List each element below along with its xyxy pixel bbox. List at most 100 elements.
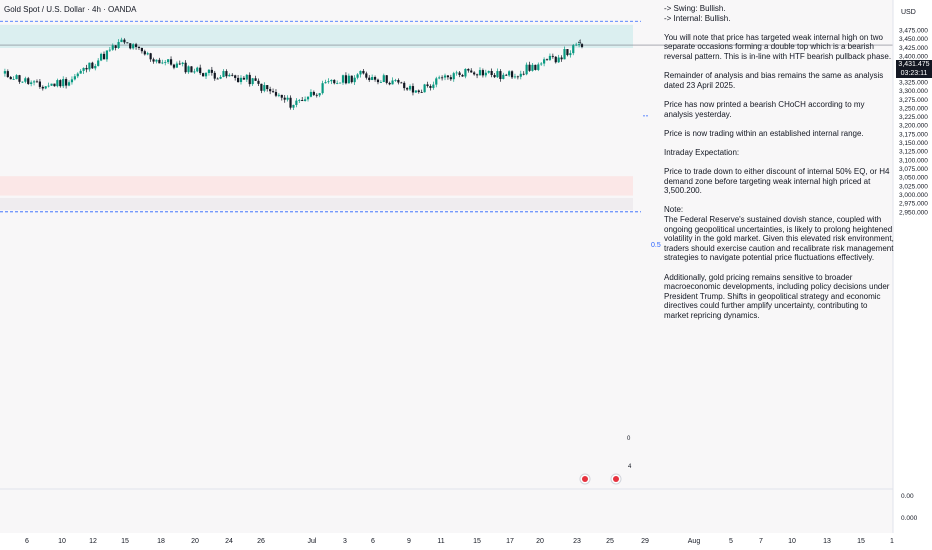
time-tick-label: 1 — [890, 538, 894, 545]
candle-body — [321, 83, 324, 94]
candle-body — [15, 75, 18, 80]
candle-body — [557, 57, 560, 63]
candle-body — [350, 75, 353, 83]
candle-body — [143, 51, 146, 55]
note-double-top: You will note that price has targeted we… — [664, 32, 892, 61]
candle-body — [368, 77, 371, 81]
price-tick-label: 3,300.000 — [899, 88, 928, 95]
time-tick-label: 26 — [257, 538, 265, 545]
candle-body — [478, 70, 482, 76]
time-tick-label: 25 — [606, 538, 614, 545]
price-tick-label: 3,325.000 — [899, 79, 928, 86]
candle-body — [82, 67, 85, 71]
candle-body — [161, 62, 164, 64]
candle-body — [543, 59, 546, 64]
candle-body — [513, 76, 517, 78]
candle-body — [423, 84, 426, 93]
candle-body — [277, 94, 280, 96]
candle-body — [481, 70, 485, 76]
analysis-notes: -> Swing: Bullish. -> Internal: Bullish.… — [664, 4, 894, 321]
candle-body — [577, 44, 581, 45]
candle-body — [73, 76, 76, 80]
candle-body — [502, 74, 505, 79]
candle-body — [248, 74, 251, 85]
candle-body — [18, 75, 21, 82]
price-tick-label: 3,250.000 — [899, 105, 928, 112]
levels — [0, 20, 893, 213]
candle-body — [341, 75, 345, 83]
candle-body — [152, 59, 155, 62]
time-tick-label: 18 — [157, 538, 165, 545]
candle-body — [493, 75, 496, 78]
candle-body — [146, 53, 149, 55]
candle-body — [516, 76, 519, 78]
candle-body — [207, 69, 211, 73]
candle-body — [347, 75, 350, 84]
demand-zone — [0, 176, 633, 196]
time-tick-label: 15 — [857, 538, 865, 545]
candle-body — [271, 91, 275, 93]
candle-body — [522, 73, 525, 75]
top-label-4: 4 — [578, 40, 582, 46]
candle-body — [306, 96, 310, 100]
candle-body — [441, 77, 444, 79]
candle-body — [330, 79, 333, 82]
candle-body — [234, 75, 237, 78]
candle-body — [231, 74, 234, 76]
candle-body — [505, 74, 508, 76]
candle-body — [105, 50, 109, 60]
candle-body — [38, 81, 41, 87]
price-tick-label: 3,200.000 — [899, 123, 928, 130]
time-tick-label: 3 — [343, 538, 347, 545]
candle-body — [400, 82, 403, 84]
price-tick-label: 3,100.000 — [899, 157, 928, 164]
time-tick-label: 17 — [506, 538, 514, 545]
candle-body — [239, 77, 243, 83]
time-tick-label: 15 — [121, 538, 129, 545]
candle-body — [263, 85, 266, 91]
candle-body — [111, 45, 114, 50]
candle-body — [178, 63, 181, 65]
candle-body — [487, 70, 490, 73]
candle-body — [94, 65, 97, 69]
candle-body — [155, 59, 158, 62]
countdown-label: 03:23:11 — [896, 69, 932, 78]
candle-body — [385, 75, 388, 83]
candle-body — [88, 62, 91, 70]
candle-body — [461, 75, 464, 77]
candle-body — [458, 72, 461, 76]
price-tick-label: 3,150.000 — [899, 140, 928, 147]
candle-body — [324, 82, 327, 84]
candle-body — [123, 39, 126, 43]
candle-body — [187, 66, 190, 73]
candle-body — [449, 77, 452, 80]
price-tick-label: 3,225.000 — [899, 114, 928, 121]
candle-body — [126, 42, 129, 44]
candle-body — [283, 97, 286, 100]
candle-body — [391, 80, 394, 85]
time-tick-label: 7 — [759, 538, 763, 545]
candle-body — [3, 71, 7, 74]
candle-body — [79, 70, 82, 74]
candle-body — [6, 71, 9, 77]
note-macro: Additionally, gold pricing remains sensi… — [664, 272, 890, 320]
candle-body — [473, 72, 476, 75]
candle-body — [295, 100, 298, 105]
candle-body — [169, 59, 173, 65]
candle-body — [213, 72, 216, 79]
candle-body — [464, 68, 467, 77]
candle-body — [164, 62, 167, 63]
price-tick-label: 3,050.000 — [899, 175, 928, 182]
event-flags[interactable] — [579, 473, 622, 485]
candle-body — [35, 81, 39, 83]
candle-body — [76, 73, 79, 77]
price-tick-label: 3,425.000 — [899, 45, 928, 52]
candle-body — [21, 81, 24, 83]
candle-body — [545, 59, 549, 61]
note-intraday: Price to trade down to either discount o… — [664, 167, 890, 196]
candle-body — [9, 76, 12, 80]
candle-body — [508, 71, 511, 76]
candle-body — [175, 63, 178, 68]
price-tick-label: 3,450.000 — [899, 36, 928, 43]
